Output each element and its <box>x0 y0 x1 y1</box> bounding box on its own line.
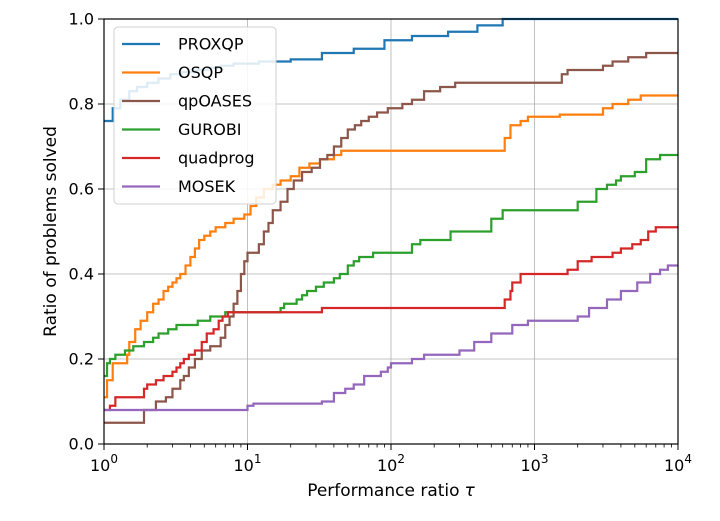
legend-label-osqp: OSQP <box>178 63 223 82</box>
series-line-quadprog <box>104 226 678 412</box>
series-line-mosek <box>104 264 678 412</box>
x-tick-label: 104 <box>664 452 692 475</box>
x-tick-exponent: 2 <box>397 452 405 466</box>
legend-box <box>113 26 277 205</box>
x-tick-base: 10 <box>664 456 684 475</box>
x-tick-label: 101 <box>234 452 262 475</box>
legend-label-gurobi: GUROBI <box>178 120 242 139</box>
x-tick-base: 10 <box>90 456 110 475</box>
y-tick-label: 0.2 <box>69 350 94 369</box>
legend: PROXQP OSQP qpOASES GUROBI quadprog MOSEK <box>113 26 277 205</box>
x-tick-exponent: 4 <box>684 452 692 466</box>
x-axis-label: Performance ratio τ <box>307 481 475 501</box>
x-tick-base: 10 <box>521 456 541 475</box>
y-tick-label: 0.4 <box>69 265 94 284</box>
x-tick-base: 10 <box>234 456 254 475</box>
series-line-gurobi <box>104 153 678 378</box>
legend-label-quadprog: quadprog <box>178 149 255 168</box>
x-tick-label: 102 <box>377 452 405 475</box>
x-axis-label-text: Performance ratio <box>307 481 459 501</box>
series-line-qpoases <box>104 51 678 424</box>
legend-label-qpoases: qpOASES <box>178 92 252 111</box>
x-tick-label: 103 <box>521 452 549 475</box>
legend-label-proxqp: PROXQP <box>178 35 244 54</box>
x-tick-exponent: 0 <box>110 452 118 466</box>
x-tick-exponent: 3 <box>541 452 549 466</box>
y-tick-label: 0.6 <box>69 180 94 199</box>
series-line-osqp <box>104 94 678 399</box>
legend-label-mosek: MOSEK <box>178 177 236 196</box>
x-tick-exponent: 1 <box>254 452 262 466</box>
x-tick-base: 10 <box>377 456 397 475</box>
y-tick-label: 1.0 <box>69 10 94 29</box>
y-tick-label: 0.8 <box>69 95 94 114</box>
x-tick-label: 100 <box>90 452 118 475</box>
y-tick-label: 0.0 <box>69 435 94 454</box>
y-axis-label: Ratio of problems solved <box>41 126 61 337</box>
x-axis-label-symbol: τ <box>465 481 476 501</box>
